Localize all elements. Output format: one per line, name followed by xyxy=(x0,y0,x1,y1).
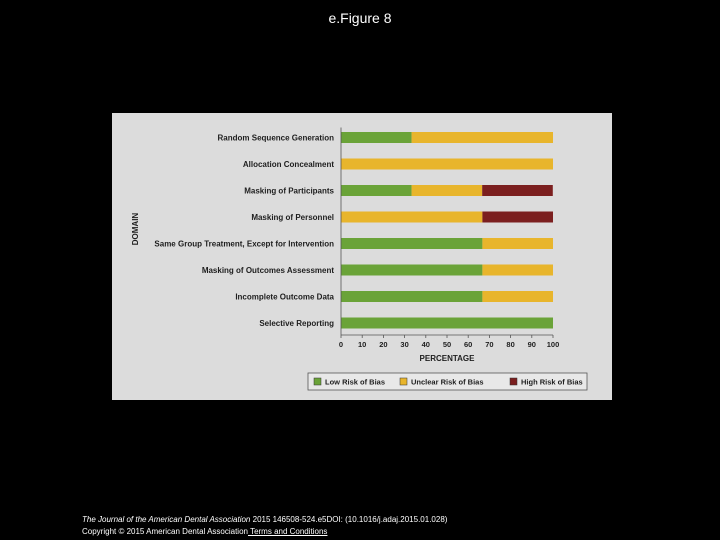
x-axis-title: PERCENTAGE xyxy=(420,354,476,363)
journal-name: The Journal of the American Dental Assoc… xyxy=(82,515,251,524)
citation-line: The Journal of the American Dental Assoc… xyxy=(82,514,447,526)
bar-segment xyxy=(482,185,553,196)
bar-segment xyxy=(482,211,553,223)
x-tick-label: 100 xyxy=(547,340,560,349)
x-tick-label: 30 xyxy=(400,340,408,349)
legend-swatch xyxy=(313,377,322,386)
category-label: Same Group Treatment, Except for Interve… xyxy=(154,240,334,249)
category-label: Masking of Participants xyxy=(244,187,334,196)
x-tick-label: 20 xyxy=(379,340,387,349)
legend-swatch xyxy=(399,377,408,386)
category-label: Incomplete Outcome Data xyxy=(235,293,334,302)
slide-title: e.Figure 8 xyxy=(328,10,392,26)
x-tick-label: 0 xyxy=(339,340,343,349)
bar-segment xyxy=(411,185,483,196)
x-tick-label: 10 xyxy=(358,340,366,349)
y-axis-title: DOMAIN xyxy=(131,213,140,246)
category-label: Masking of Personnel xyxy=(251,213,334,222)
bar-segment xyxy=(482,264,553,276)
bar-segment xyxy=(482,238,553,249)
category-label: Masking of Outcomes Assessment xyxy=(202,266,335,275)
bar-segment xyxy=(411,132,553,143)
copyright-line: Copyright © 2015 American Dental Associa… xyxy=(82,526,447,538)
category-label: Allocation Concealment xyxy=(243,160,334,169)
bar-segment xyxy=(482,291,553,302)
citation-text: 2015 146508-524.e5DOI: (10.1016/j.adaj.2… xyxy=(250,515,448,524)
legend-label: High Risk of Bias xyxy=(521,378,583,387)
legend-label: Unclear Risk of Bias xyxy=(411,378,484,387)
terms-link[interactable]: Terms and Conditions xyxy=(247,527,328,536)
footer: The Journal of the American Dental Assoc… xyxy=(82,514,447,538)
bar-segment xyxy=(341,158,553,170)
bar-segment xyxy=(341,291,483,302)
bar-segment xyxy=(341,132,412,143)
legend-box xyxy=(307,372,588,391)
bar-segment xyxy=(341,238,483,249)
bar-segment xyxy=(341,211,483,223)
x-tick-label: 50 xyxy=(443,340,451,349)
bar-segment xyxy=(341,185,412,196)
bar-segment xyxy=(341,264,483,276)
risk-of-bias-chart: Random Sequence Generation Allocation Con… xyxy=(112,113,612,400)
x-tick-label: 40 xyxy=(422,340,430,349)
category-label: Selective Reporting xyxy=(259,319,334,328)
x-tick-label: 90 xyxy=(528,340,536,349)
x-tick-label: 60 xyxy=(464,340,472,349)
x-tick-label: 70 xyxy=(485,340,493,349)
copyright-text: Copyright © 2015 American Dental Associa… xyxy=(82,527,248,536)
legend-swatch xyxy=(509,377,518,386)
legend-label: Low Risk of Bias xyxy=(325,378,385,387)
bar-segment xyxy=(341,317,553,329)
category-label: Random Sequence Generation xyxy=(218,134,335,143)
x-tick-label: 80 xyxy=(506,340,514,349)
chart-canvas: Random Sequence Generation Allocation Con… xyxy=(131,127,588,391)
